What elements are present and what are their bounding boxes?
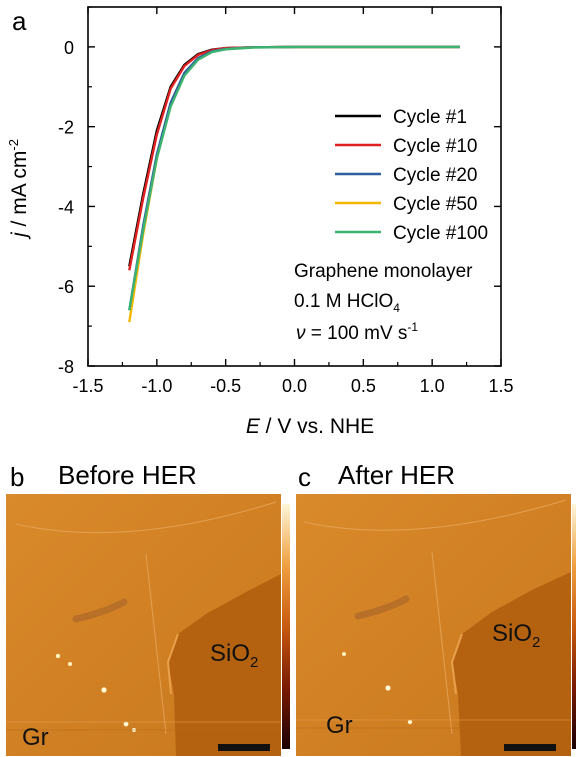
x-tick-label: -1.5 [72,376,103,396]
legend: Cycle #1 Cycle #10 Cycle #20 Cycle #50 Cycle… [335,107,488,244]
scale-bar-before [218,744,270,751]
legend-label: Cycle #1 [393,107,467,128]
x-tick-label: 0.0 [282,376,307,396]
x-tick-label: -0.5 [210,376,241,396]
y-tick-label: -6 [58,277,74,297]
panel-letter-a: a [12,6,27,36]
annotation-scan-rate: ν = 100 mV s-1 [296,320,418,344]
gr-label-before: Gr [22,724,49,751]
x-tick-label: 0.5 [351,376,376,396]
annotation-material: Graphene monolayer [294,261,473,282]
sio2-label-before: SiO2 [210,640,259,671]
x-tick-label: 1.5 [488,376,513,396]
x-tick-label: 1.0 [420,376,445,396]
y-tick-label: -4 [58,197,74,217]
series-line-cycle-100 [128,45,460,311]
x-tick-label: -1.0 [141,376,172,396]
gr-label-after: Gr [326,712,353,739]
y-tick-label: 0 [64,38,74,58]
y-tick-label: -8 [58,357,74,377]
legend-label: Cycle #20 [393,165,478,186]
panel-letter-b: b [10,462,25,492]
panel-letter-c: c [298,462,311,492]
before-her-title: Before HER [58,460,197,490]
legend-label: Cycle #50 [393,194,478,215]
annotation-electrolyte: 0.1 M HClO4 [294,291,400,315]
afm-image-after-her [296,494,576,756]
y-tick-label: -2 [58,118,74,138]
y-axis-label: j / mA cm-2 [6,139,31,240]
hers-polarization-chart: -1.5 -1.0 -0.5 0.0 0.5 1.0 1.5 -8 -6 -4 -2 0 E / V … [6,6,514,438]
scale-bar-after [504,744,556,751]
sio2-label-after: SiO2 [492,620,541,651]
plot-frame [87,6,502,367]
after-her-title: After HER [338,460,456,490]
afm-image-before-her [6,494,290,756]
legend-label: Cycle #10 [393,136,478,157]
x-axis-label: E / V vs. NHE [246,415,374,438]
legend-label: Cycle #100 [393,223,488,244]
